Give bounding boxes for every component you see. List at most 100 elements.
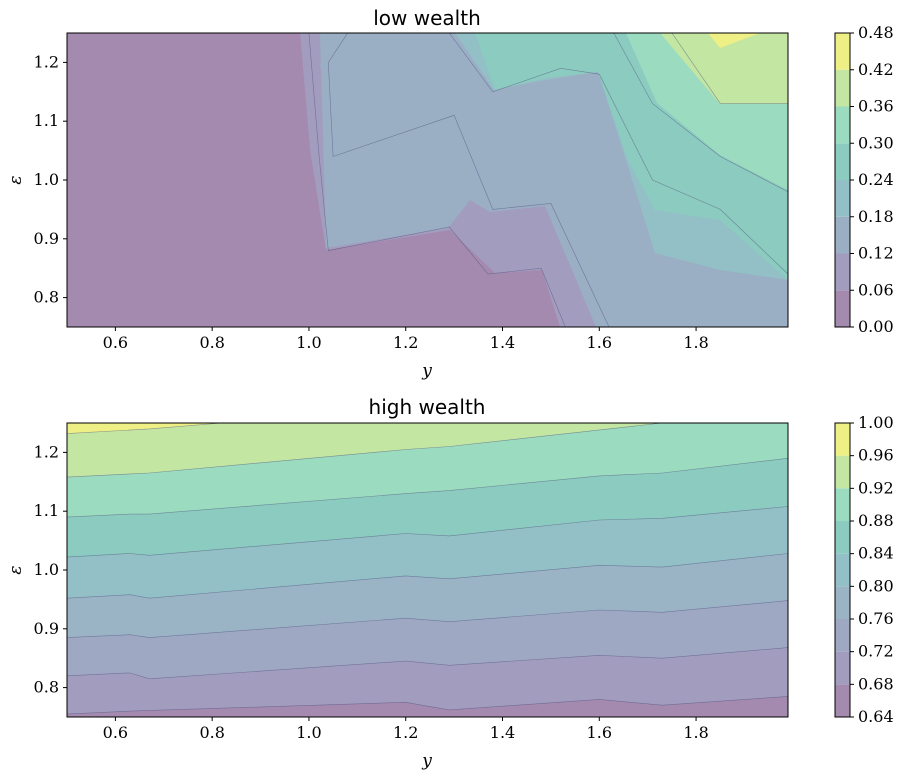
colorbar-tick-label: 0.96 bbox=[858, 446, 894, 465]
contour-lines-high-wealth bbox=[67, 423, 788, 715]
colorbar-segment bbox=[835, 143, 850, 180]
colorbar-tick-label: 0.76 bbox=[858, 609, 894, 628]
contour-band bbox=[67, 33, 560, 327]
y-tick-label: 1.1 bbox=[34, 111, 59, 130]
y-tick-label: 1.2 bbox=[34, 442, 59, 461]
y-axis-label-low-wealth: ε bbox=[6, 175, 26, 184]
colorbar-tick-label: 0.72 bbox=[858, 642, 894, 661]
y-tick-label: 1.0 bbox=[34, 170, 59, 189]
x-tick-label: 1.2 bbox=[393, 333, 418, 352]
x-tick-label: 1.0 bbox=[296, 333, 321, 352]
contour-band bbox=[320, 33, 455, 68]
y-axis-high-wealth: 0.8 0.9 1.0 1.1 1.2 bbox=[34, 442, 67, 697]
x-tick-label: 1.4 bbox=[490, 723, 515, 742]
contour-line bbox=[67, 458, 788, 518]
colorbar-high-wealth: 0.64 0.68 0.72 0.76 0.80 0.84 0.88 0.92 0.96 1.00 bbox=[834, 413, 894, 726]
colorbar-segment bbox=[835, 423, 850, 456]
contour-band bbox=[67, 647, 788, 717]
colorbar-tick-label: 0.30 bbox=[858, 133, 894, 152]
y-tick-label: 0.9 bbox=[34, 229, 59, 248]
y-tick-label: 0.8 bbox=[34, 678, 59, 697]
contour-line bbox=[67, 553, 788, 599]
colorbar-segment bbox=[835, 106, 850, 144]
contour-line bbox=[67, 506, 788, 558]
colorbar-segment bbox=[835, 684, 850, 717]
colorbar-tick-label: 0.64 bbox=[858, 707, 894, 726]
colorbar-tick-label: 0.36 bbox=[858, 97, 894, 116]
y-axis-label-high-wealth: ε bbox=[6, 565, 26, 574]
contour-line bbox=[613, 33, 788, 193]
colorbar-tick-label: 1.00 bbox=[858, 413, 894, 432]
colorbar-tick-label: 0.06 bbox=[858, 280, 894, 299]
x-tick-label: 1.4 bbox=[490, 333, 515, 352]
contour-line bbox=[308, 33, 566, 327]
colorbar-segment bbox=[835, 253, 850, 291]
colorbar-tick-label: 0.80 bbox=[858, 576, 894, 595]
colorbar-frame bbox=[834, 422, 851, 718]
x-tick-label: 1.2 bbox=[393, 723, 418, 742]
contour-line bbox=[67, 647, 788, 680]
colorbar-tick-label: 0.00 bbox=[858, 317, 894, 336]
colorbar-tick-label: 0.12 bbox=[858, 244, 894, 263]
colorbar-segment bbox=[835, 553, 850, 587]
x-tick-label: 1.8 bbox=[683, 333, 708, 352]
colorbar-segment bbox=[835, 521, 850, 554]
colorbar-segment bbox=[835, 33, 850, 70]
colorbar-tick-label: 0.18 bbox=[858, 207, 894, 226]
contour-line bbox=[671, 33, 788, 104]
colorbar-segment bbox=[835, 69, 850, 107]
colorbar-tick-label: 0.88 bbox=[858, 511, 894, 530]
x-tick-label: 1.6 bbox=[587, 723, 612, 742]
colorbar-tick-label: 0.42 bbox=[858, 60, 894, 79]
colorbar-segment bbox=[835, 619, 850, 652]
colorbar-low-wealth: 0.00 0.06 0.12 0.18 0.24 0.30 0.36 0.42 0.48 bbox=[834, 23, 894, 336]
contour-line bbox=[449, 33, 788, 275]
x-tick-label: 0.8 bbox=[199, 723, 224, 742]
y-tick-label: 1.1 bbox=[34, 501, 59, 520]
contour-line bbox=[327, 33, 610, 327]
colorbar-segment bbox=[835, 216, 850, 254]
contour-line bbox=[67, 696, 788, 715]
title-high-wealth: high wealth bbox=[369, 395, 486, 419]
contour-fill-high-wealth bbox=[67, 423, 788, 717]
x-tick-label: 0.8 bbox=[199, 333, 224, 352]
contour-band bbox=[67, 696, 788, 717]
y-tick-label: 0.9 bbox=[34, 619, 59, 638]
colorbar-tick-label: 0.24 bbox=[858, 170, 894, 189]
contour-line bbox=[67, 600, 788, 638]
x-axis-label-low-wealth: y bbox=[421, 361, 432, 381]
y-tick-label: 1.2 bbox=[34, 52, 59, 71]
y-tick-label: 0.8 bbox=[34, 288, 59, 307]
contour-bands-high-wealth bbox=[67, 423, 788, 717]
x-tick-label: 1.8 bbox=[683, 723, 708, 742]
colorbar-tick-label: 0.48 bbox=[858, 23, 894, 42]
x-tick-label: 1.6 bbox=[587, 333, 612, 352]
colorbar-tick-label: 0.92 bbox=[858, 478, 894, 497]
x-tick-label: 0.6 bbox=[103, 333, 128, 352]
colorbar-segment bbox=[835, 586, 850, 619]
contour-lines-low-wealth bbox=[308, 33, 788, 327]
colorbar-tick-label: 0.84 bbox=[858, 544, 894, 563]
colorbar-segment bbox=[835, 488, 850, 521]
colorbar-segment bbox=[835, 651, 850, 685]
panel-high-wealth: high wealth 0.6 0.8 1.0 1.2 1.4 1.6 1.8 0.8 0.9… bbox=[6, 395, 894, 771]
contour-fill-low-wealth bbox=[67, 33, 788, 327]
contour-band bbox=[708, 33, 760, 48]
x-tick-label: 0.6 bbox=[103, 723, 128, 742]
colorbar-tick-label: 0.68 bbox=[858, 674, 894, 693]
y-tick-label: 1.0 bbox=[34, 560, 59, 579]
title-low-wealth: low wealth bbox=[373, 6, 481, 30]
x-axis-low-wealth: 0.6 0.8 1.0 1.2 1.4 1.6 1.8 bbox=[103, 327, 709, 352]
x-axis-high-wealth: 0.6 0.8 1.0 1.2 1.4 1.6 1.8 bbox=[103, 717, 709, 742]
x-tick-label: 1.0 bbox=[296, 723, 321, 742]
contour-line bbox=[67, 423, 222, 434]
x-axis-label-high-wealth: y bbox=[421, 751, 432, 771]
contour-band bbox=[660, 33, 788, 104]
colorbar-segment bbox=[835, 455, 850, 489]
colorbar-segment bbox=[835, 180, 850, 217]
y-axis-low-wealth: 0.8 0.9 1.0 1.1 1.2 bbox=[34, 52, 67, 307]
colorbar-segment bbox=[835, 290, 850, 327]
panel-low-wealth: low wealth 0.6 0.8 1.0 1.2 1.4 1.6 1.8 0.8 0.9 1… bbox=[6, 6, 894, 381]
contour-line bbox=[67, 423, 663, 478]
